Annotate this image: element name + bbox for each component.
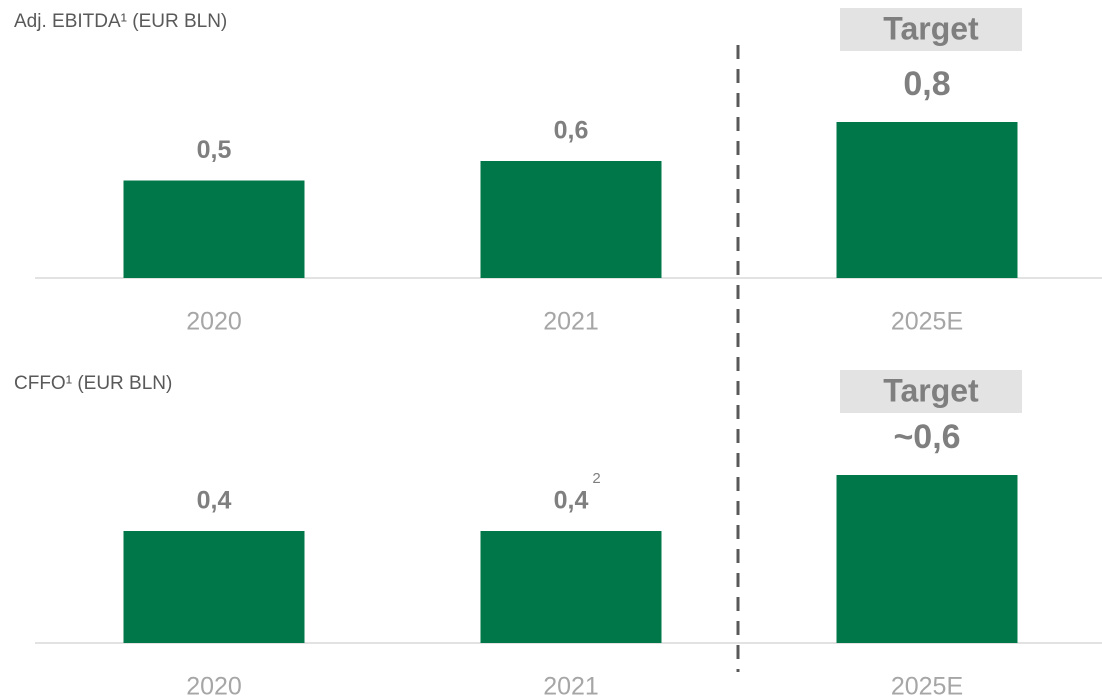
bar bbox=[480, 161, 662, 278]
chart-title: Adj. EBITDA¹ (EUR BLN) bbox=[14, 11, 227, 32]
value-label: 0,4 bbox=[197, 487, 232, 515]
value-label: 0,4 bbox=[554, 487, 589, 515]
chart-title: CFFO¹ (EUR BLN) bbox=[14, 373, 172, 394]
value-label: 0,6 bbox=[554, 117, 589, 145]
value-label: 0,5 bbox=[197, 136, 232, 164]
target-label: Target bbox=[883, 372, 979, 408]
bar bbox=[123, 531, 305, 643]
footnote-mark: 2 bbox=[592, 470, 600, 487]
x-tick-label: 2020 bbox=[186, 673, 242, 699]
target-box bbox=[840, 370, 1022, 413]
x-tick-label: 2021 bbox=[543, 673, 599, 699]
bar bbox=[836, 475, 1018, 643]
x-tick-label: 2020 bbox=[186, 308, 242, 336]
x-tick-label: 2025E bbox=[891, 308, 963, 336]
target-box bbox=[840, 8, 1022, 51]
value-label: 0,8 bbox=[903, 65, 950, 103]
x-tick-label: 2025E bbox=[891, 673, 963, 699]
bar bbox=[123, 180, 305, 278]
x-tick-label: 2021 bbox=[543, 308, 599, 336]
target-label: Target bbox=[883, 10, 979, 46]
bar bbox=[480, 531, 662, 643]
value-label: ~0,6 bbox=[893, 418, 960, 456]
bar bbox=[836, 122, 1018, 278]
